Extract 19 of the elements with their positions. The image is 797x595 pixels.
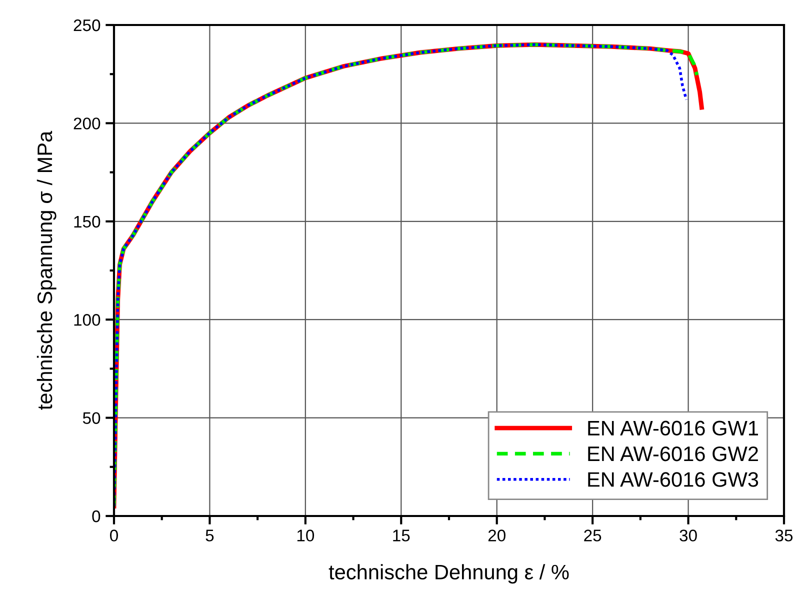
- y-axis-title: technische Spannung σ / MPa: [36, 130, 56, 410]
- y-tick-label: 50: [82, 412, 100, 424]
- x-tick-label: 25: [584, 530, 602, 542]
- legend-label: EN AW-6016 GW3: [588, 472, 758, 487]
- x-tick-label: 5: [206, 530, 214, 542]
- legend-label: EN AW-6016 GW2: [588, 446, 758, 462]
- x-tick-label: 35: [775, 530, 793, 542]
- x-tick-label: 30: [680, 530, 697, 542]
- y-tick-label: 200: [74, 118, 100, 130]
- x-tick-label: 10: [297, 530, 314, 542]
- y-tick-label: 250: [74, 19, 100, 32]
- y-tick-label: 0: [92, 510, 100, 522]
- y-tick-label: 100: [74, 314, 100, 326]
- x-tick-label: 0: [110, 530, 118, 542]
- x-axis-title: technische Dehnung ε / %: [328, 564, 569, 584]
- x-tick-label: 15: [393, 530, 410, 542]
- x-tick-label: 20: [488, 530, 506, 542]
- legend-label: EN AW-6016 GW1: [588, 420, 758, 436]
- y-tick-label: 150: [74, 216, 100, 228]
